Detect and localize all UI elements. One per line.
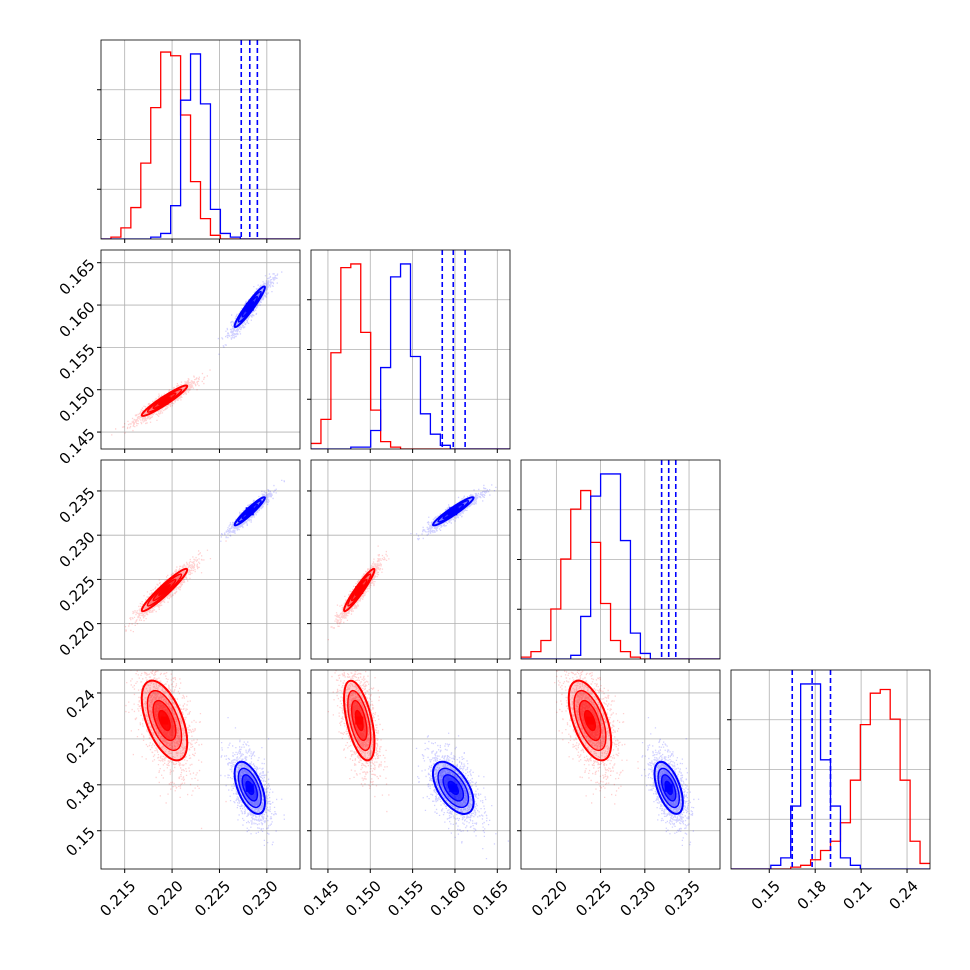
panel-3-3: [727, 669, 931, 870]
panel-frame: [100, 669, 301, 870]
y-tick-label: 0.15: [62, 824, 98, 860]
x-tick-label: 0.230: [616, 877, 659, 920]
panel-2-2: [517, 459, 721, 660]
density-peak: [449, 783, 458, 792]
x-tick-label: 0.21: [840, 877, 876, 913]
histogram-series-0: [521, 489, 720, 659]
x-tick-label: 0.150: [342, 877, 385, 920]
panel-1-0: [100, 249, 301, 450]
y-tick-label: 0.155: [56, 340, 99, 383]
y-tick-label: 0.165: [56, 256, 99, 299]
histogram-series-0: [311, 263, 510, 449]
density-peak: [355, 716, 364, 725]
hist-group: [311, 250, 510, 449]
histogram-series-1: [101, 53, 300, 239]
x-tick-label: 0.18: [794, 877, 830, 913]
y-tick-label: 0.230: [56, 528, 99, 571]
y-tick-label: 0.24: [62, 686, 98, 722]
scatter-group: [124, 479, 285, 633]
panel-2-1: [310, 459, 511, 660]
y-tick-label: 0.225: [56, 572, 99, 615]
panel-frame: [310, 669, 511, 870]
x-tick-label: 0.24: [885, 877, 921, 913]
panel-frame: [730, 669, 931, 870]
density-peak: [585, 716, 594, 725]
x-tick-label: 0.235: [661, 877, 704, 920]
y-tick-label: 0.220: [56, 617, 99, 660]
x-tick-label: 0.220: [528, 877, 571, 920]
panel-3-1: [310, 669, 511, 870]
x-tick-label: 0.225: [572, 877, 615, 920]
y-tick-label: 0.150: [56, 383, 99, 426]
hist-group: [101, 40, 300, 239]
density-peak: [245, 507, 254, 516]
panel-frame: [520, 669, 721, 870]
scatter-group: [327, 670, 509, 860]
density-peak: [355, 586, 364, 595]
x-tick-label: 0.225: [191, 877, 234, 920]
panel-frame: [100, 249, 301, 450]
scatter-points-0: [327, 670, 390, 813]
histogram-series-1: [311, 263, 510, 449]
density-peak: [664, 783, 673, 792]
histogram-series-1: [731, 683, 930, 869]
density-peak: [245, 302, 254, 311]
y-tick-label: 0.235: [56, 484, 99, 527]
x-tick-label: 0.220: [144, 877, 187, 920]
y-tick-label: 0.18: [62, 778, 98, 814]
density-peak: [160, 716, 169, 725]
density-peak: [449, 507, 458, 516]
panel-frame: [100, 39, 301, 240]
panel-0-0: [97, 39, 301, 240]
y-tick-label: 0.21: [62, 732, 98, 768]
panel-2-0: [100, 459, 301, 660]
scatter-group: [327, 484, 497, 641]
x-tick-label: 0.155: [384, 877, 427, 920]
scatter-group: [125, 670, 285, 846]
x-tick-label: 0.215: [96, 877, 139, 920]
x-tick-label: 0.160: [427, 877, 470, 920]
x-tick-label: 0.230: [238, 877, 281, 920]
panel-frame: [100, 459, 301, 660]
y-tick-label: 0.145: [56, 425, 99, 468]
density-peak: [160, 586, 169, 595]
scatter-group: [554, 670, 700, 846]
hist-group: [521, 460, 720, 659]
histogram-series-1: [521, 473, 720, 659]
y-tick-label: 0.160: [56, 298, 99, 341]
x-tick-label: 0.145: [300, 877, 343, 920]
panel-3-2: [520, 669, 721, 870]
panel-frame: [520, 459, 721, 660]
density-peak: [160, 396, 169, 405]
hist-group: [731, 670, 930, 869]
x-tick-label: 0.165: [469, 877, 512, 920]
x-tick-label: 0.15: [748, 877, 784, 913]
panel-3-0: [100, 669, 301, 870]
scatter-group: [111, 271, 283, 436]
density-peak: [245, 783, 254, 792]
panel-1-1: [307, 249, 511, 450]
panel-frame: [310, 459, 511, 660]
panel-frame: [310, 249, 511, 450]
